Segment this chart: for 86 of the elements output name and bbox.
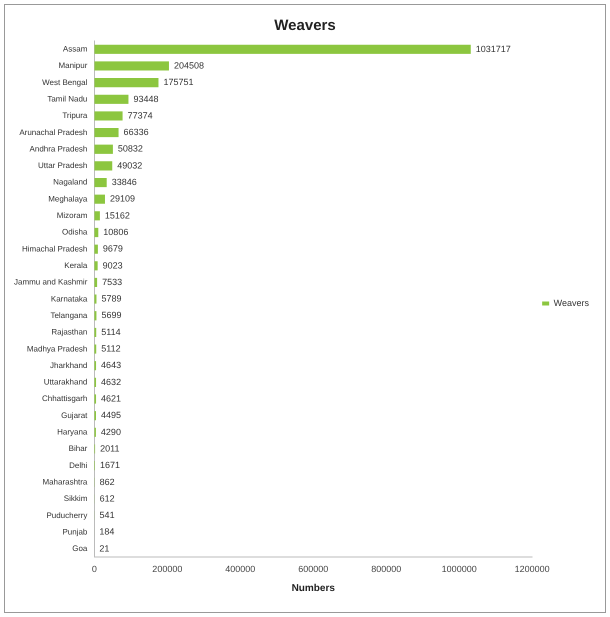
y-tick-label: Assam [62, 44, 88, 54]
data-label: 49032 [117, 160, 142, 170]
y-tick-label: Andhra Pradesh [30, 144, 88, 154]
data-label: 862 [100, 476, 115, 487]
data-label: 4643 [101, 360, 122, 370]
data-label: 5789 [101, 294, 122, 304]
data-label: 4632 [101, 376, 122, 387]
data-label: 5112 [101, 344, 121, 354]
bar [94, 144, 113, 154]
y-tick-label: Meghalaya [48, 194, 88, 204]
y-tick-label: Gujarat [61, 410, 88, 420]
data-label: 9679 [102, 244, 123, 254]
data-label: 50832 [118, 144, 143, 154]
data-label: 21 [99, 543, 110, 554]
data-label: 612 [100, 493, 115, 504]
bar [94, 44, 471, 54]
data-label: 33846 [112, 177, 137, 188]
y-tick-label: Manipur [58, 61, 88, 70]
data-label: 4290 [100, 426, 121, 437]
bar [94, 111, 123, 121]
data-label: 15162 [104, 210, 130, 220]
data-label: 2011 [100, 443, 120, 454]
data-label: 1031717 [476, 44, 511, 54]
bar [94, 161, 112, 170]
bar [94, 228, 98, 238]
y-tick-label: Telangana [50, 310, 88, 320]
y-tick-label: Sikkim [64, 494, 88, 504]
y-tick-label: Karnataka [50, 294, 88, 304]
y-tick-label: Maharashtra [42, 477, 88, 486]
y-tick-label: Tamil Nadu [47, 94, 88, 104]
y-tick-label: Puducherry [46, 510, 88, 520]
x-tick-label: 1000000 [442, 564, 477, 574]
bar [94, 261, 98, 270]
y-tick-label: Uttar Pradesh [38, 161, 88, 170]
y-tick-label: Punjab [62, 527, 88, 536]
y-tick-label: Himachal Pradesh [22, 244, 88, 254]
y-tick-label: Jammu and Kashmir [14, 278, 88, 287]
data-label: 4621 [101, 393, 122, 404]
x-tick-label: 400000 [225, 564, 256, 574]
y-tick-label: Goa [72, 544, 88, 554]
bar [94, 244, 98, 254]
data-label: 5699 [101, 310, 122, 320]
y-tick-label: Uttarakhand [44, 378, 88, 387]
bar [94, 78, 158, 88]
data-label: 184 [99, 526, 114, 537]
chart-title: Weavers [274, 17, 336, 34]
x-tick-label: 0 [92, 564, 97, 574]
y-tick-label: Mizoram [56, 211, 88, 220]
bar [94, 194, 105, 204]
data-label: 5114 [101, 326, 121, 337]
data-label: 175751 [163, 77, 194, 88]
x-tick-label: 600000 [298, 564, 328, 574]
bar [94, 94, 128, 104]
y-tick-label: Chhattisgarh [42, 394, 88, 404]
x-tick-label: 800000 [371, 564, 402, 574]
y-tick-label: West Bengal [42, 78, 88, 87]
bar [94, 178, 107, 188]
y-tick-label: Haryana [57, 428, 88, 437]
y-tick-label: Arunachal Pradesh [19, 128, 88, 137]
data-label: 204508 [174, 60, 204, 70]
y-tick-label: Jharkhand [50, 360, 88, 370]
data-label: 541 [100, 510, 115, 520]
data-label: 77374 [128, 110, 153, 120]
data-label: 1671 [100, 460, 120, 470]
x-tick-label: 200000 [152, 564, 182, 574]
data-label: 66336 [124, 127, 149, 138]
y-tick-label: Tripura [62, 111, 88, 120]
x-tick-label: 1200000 [514, 564, 550, 574]
legend-label: Weavers [554, 298, 590, 308]
data-label: 93448 [133, 94, 158, 104]
data-label: 4495 [101, 410, 122, 420]
bar [94, 211, 100, 220]
data-label: 9023 [102, 260, 123, 270]
data-label: 7533 [102, 276, 122, 287]
y-tick-label: Delhi [69, 460, 88, 470]
data-label: 10806 [103, 226, 128, 237]
y-tick-label: Rajasthan [51, 328, 88, 337]
data-label: 29109 [110, 194, 136, 204]
y-tick-label: Nagaland [53, 178, 88, 187]
x-axis-title: Numbers [292, 582, 336, 594]
y-tick-label: Odisha [62, 228, 88, 237]
y-tick-label: Kerala [64, 261, 88, 270]
bar [94, 128, 119, 138]
y-tick-label: Madhya Pradesh [26, 344, 88, 354]
y-tick-label: Bihar [68, 444, 88, 454]
bar [94, 61, 169, 71]
